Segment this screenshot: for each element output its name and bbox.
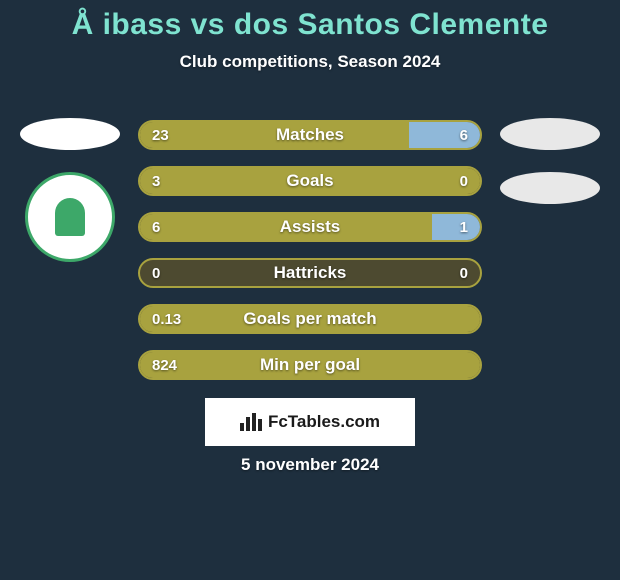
stat-value-left: 0.13	[152, 306, 181, 332]
player-flag-right-1	[500, 118, 600, 150]
club-badge-left-inner	[37, 184, 103, 250]
stat-label: Goals	[140, 168, 480, 194]
stat-label: Goals per match	[140, 306, 480, 332]
stat-value-left: 824	[152, 352, 177, 378]
stat-label: Hattricks	[140, 260, 480, 286]
stat-label: Matches	[140, 122, 480, 148]
stats-list: Matches236Goals30Assists61Hattricks00Goa…	[138, 120, 482, 396]
date: 5 november 2024	[0, 455, 620, 475]
comparison-card: Å ibass vs dos Santos Clemente Club comp…	[0, 0, 620, 580]
stat-row: Min per goal824	[138, 350, 482, 380]
stat-row: Hattricks0 0	[138, 258, 482, 288]
stat-row: Matches23 6	[138, 120, 482, 150]
fctables-label: FcTables.com	[268, 412, 380, 432]
stat-value-left: 23	[152, 122, 169, 148]
stat-value-right: 6	[460, 122, 468, 148]
stat-row: Goals3 0	[138, 166, 482, 196]
club-badge-left-arch-icon	[55, 198, 85, 236]
club-badge-left	[25, 172, 115, 262]
subtitle: Club competitions, Season 2024	[0, 52, 620, 72]
stat-value-left: 6	[152, 214, 160, 240]
player-flag-left	[20, 118, 120, 150]
stat-row: Goals per match0.13	[138, 304, 482, 334]
fctables-bars-icon	[240, 413, 262, 431]
fctables-watermark[interactable]: FcTables.com	[205, 398, 415, 446]
stat-value-left: 3	[152, 168, 160, 194]
stat-row: Assists6 1	[138, 212, 482, 242]
stat-value-right: 0	[460, 260, 468, 286]
page-title: Å ibass vs dos Santos Clemente	[0, 0, 620, 42]
right-player-badges	[490, 118, 610, 226]
player-flag-right-2	[500, 172, 600, 204]
stat-label: Min per goal	[140, 352, 480, 378]
stat-value-left: 0	[152, 260, 160, 286]
left-player-badges	[10, 118, 130, 262]
stat-value-right: 0	[460, 168, 468, 194]
stat-value-right: 1	[460, 214, 468, 240]
stat-label: Assists	[140, 214, 480, 240]
